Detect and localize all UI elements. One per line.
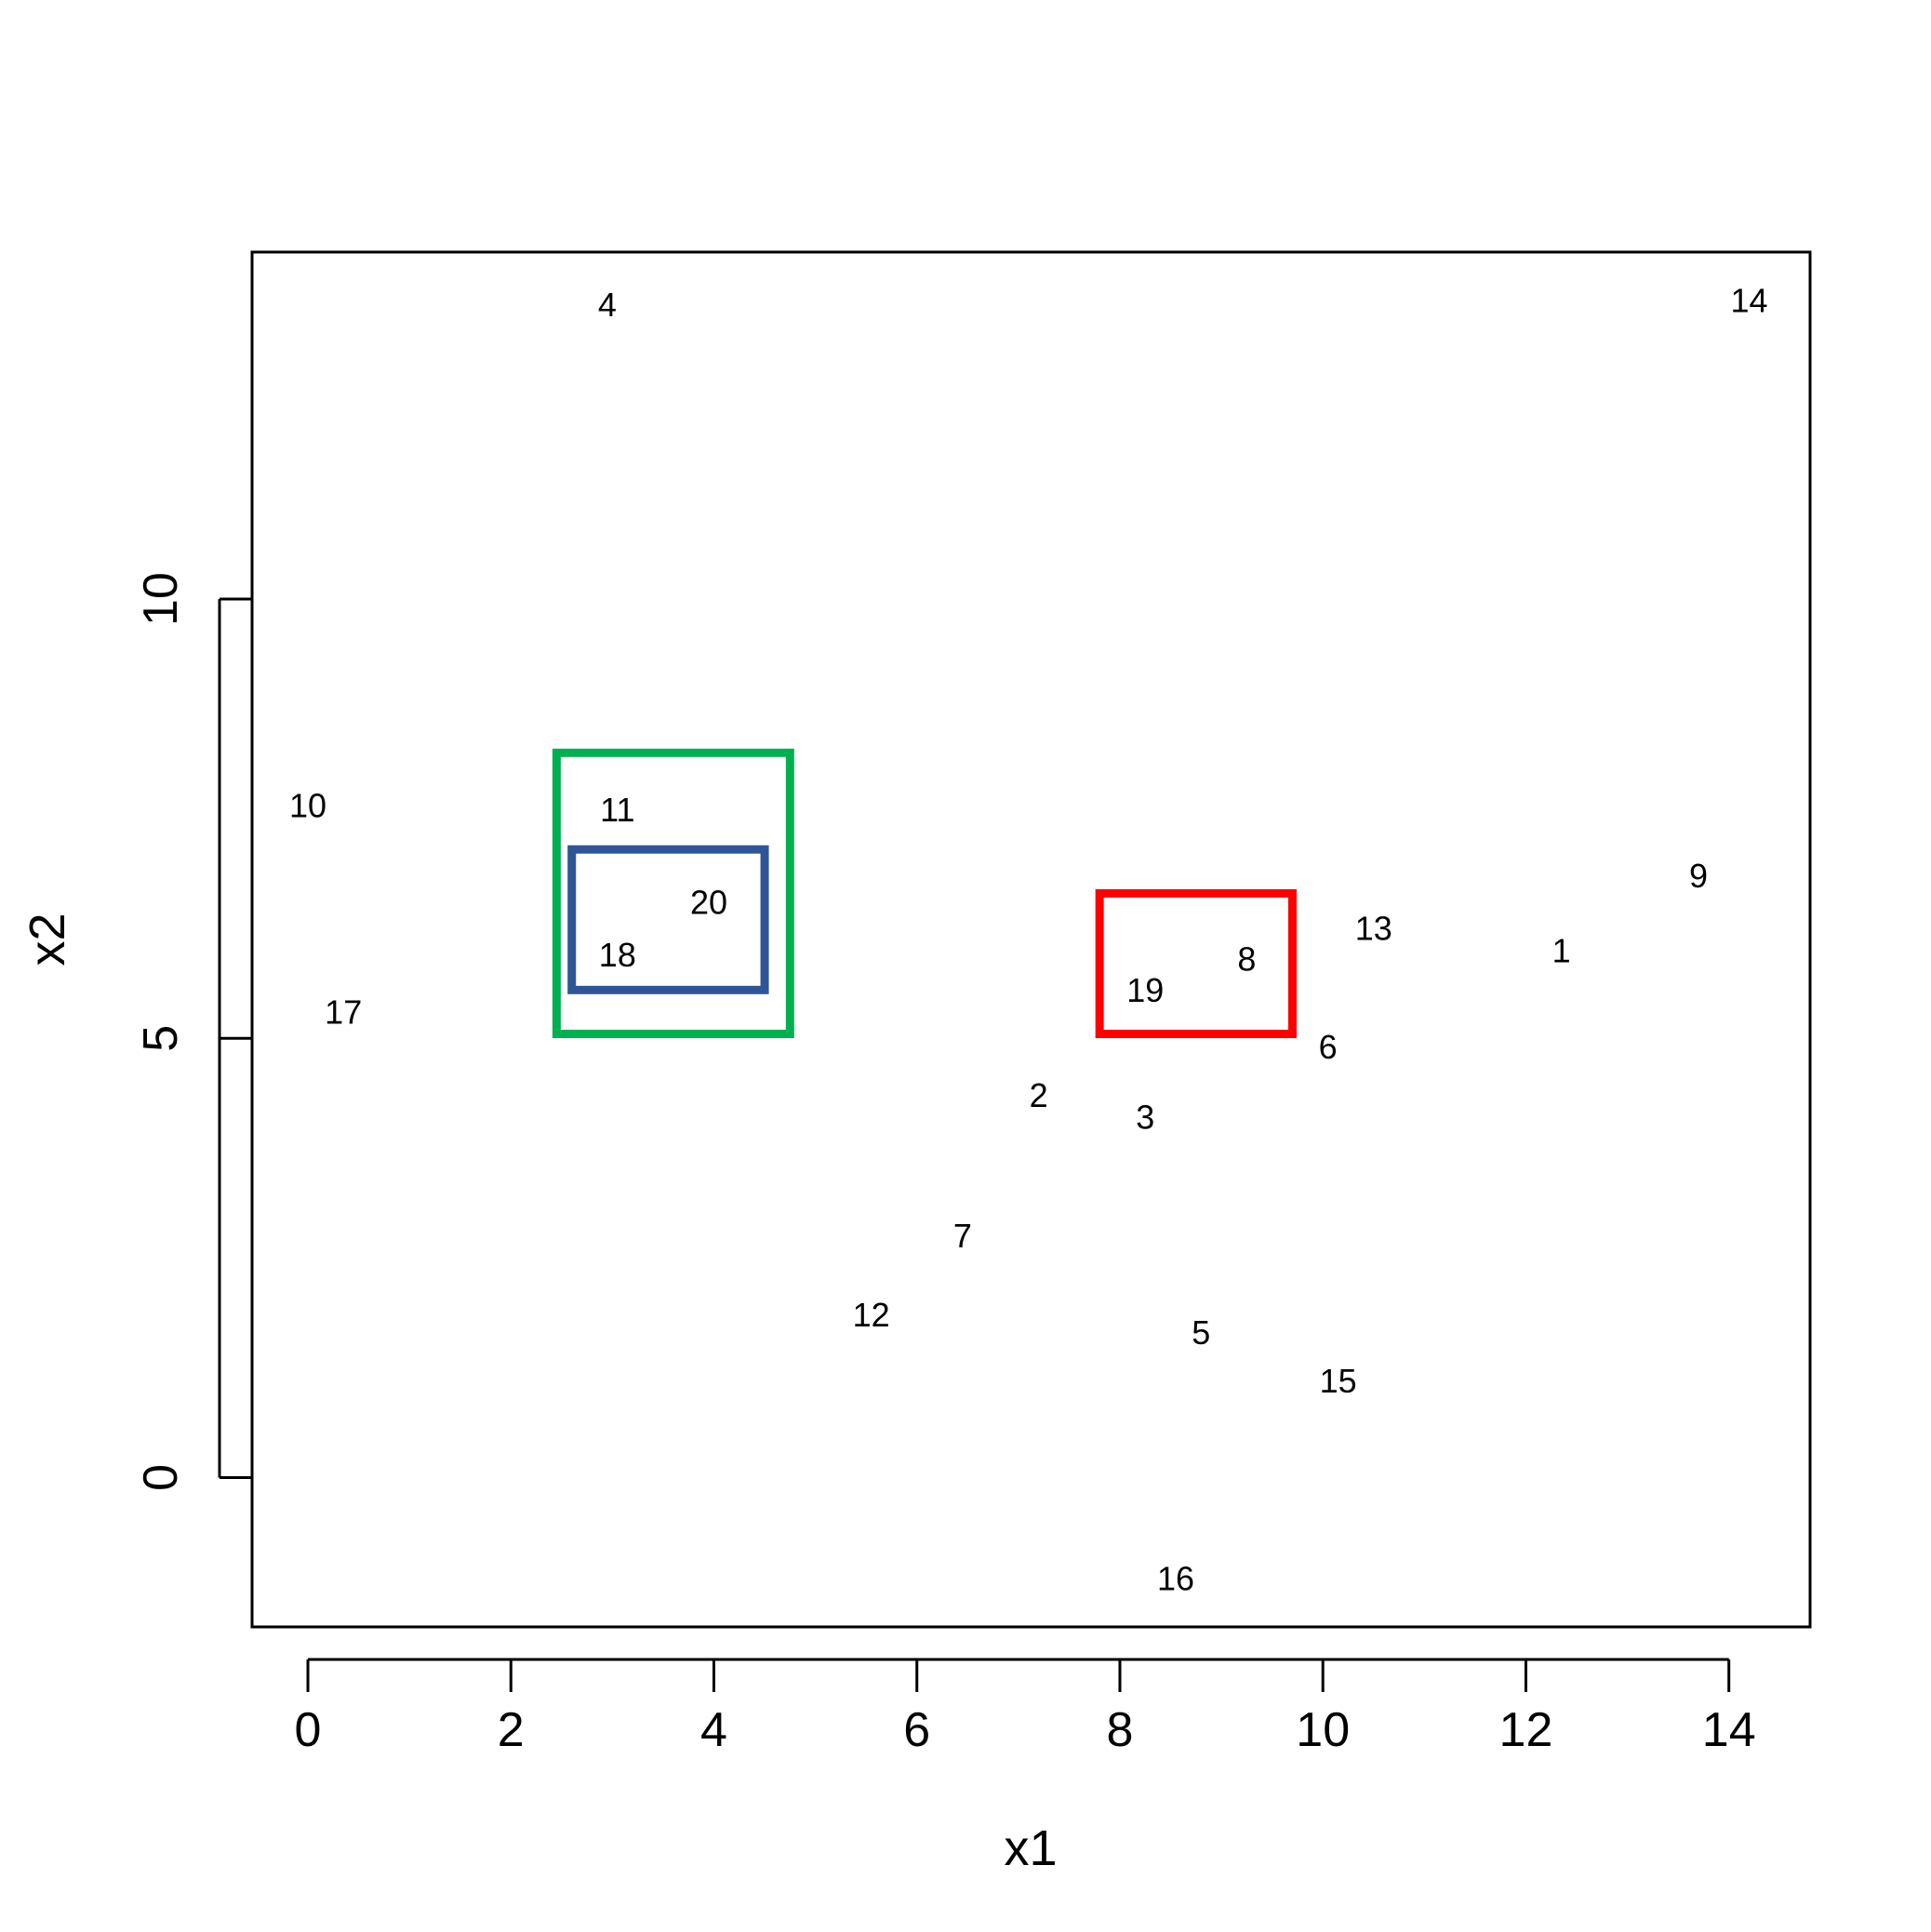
point-label-15: 15 — [1320, 1362, 1357, 1400]
x-axis: 0 2 4 6 8 10 12 14 — [295, 1658, 1756, 1757]
highlight-boxes — [552, 748, 1297, 1039]
point-label-7: 7 — [953, 1217, 972, 1255]
point-label-10: 10 — [289, 786, 326, 824]
x-tick-label: 12 — [1499, 1703, 1553, 1757]
blue-box — [567, 845, 769, 994]
x-tick-label: 14 — [1702, 1703, 1756, 1757]
point-label-2: 2 — [1030, 1076, 1048, 1114]
point-label-9: 9 — [1689, 857, 1708, 895]
point-label-8: 8 — [1237, 940, 1256, 979]
plot-frame — [250, 250, 1812, 1629]
point-label-13: 13 — [1355, 910, 1392, 948]
green-box — [552, 748, 794, 1039]
y-axis-title: x2 — [20, 913, 75, 966]
point-label-17: 17 — [325, 993, 362, 1031]
point-label-11: 11 — [600, 791, 634, 829]
y-tick-label: 10 — [134, 572, 188, 626]
point-label-6: 6 — [1319, 1028, 1338, 1066]
point-label-12: 12 — [853, 1296, 890, 1334]
y-tick-label: 0 — [134, 1464, 188, 1491]
point-label-1: 1 — [1552, 931, 1571, 969]
red-box — [1095, 888, 1297, 1039]
y-tick-label: 5 — [134, 1025, 188, 1052]
point-label-14: 14 — [1731, 281, 1768, 319]
point-label-20: 20 — [690, 883, 727, 921]
x-tick-label: 4 — [700, 1703, 727, 1757]
x-axis-title: x1 — [1004, 1820, 1057, 1876]
point-label-3: 3 — [1136, 1099, 1154, 1137]
x-tick-label: 2 — [498, 1703, 525, 1757]
x-tick-label: 0 — [295, 1703, 322, 1757]
point-label-5: 5 — [1192, 1313, 1210, 1352]
point-label-4: 4 — [598, 286, 617, 324]
point-label-19: 19 — [1126, 971, 1164, 1009]
point-label-18: 18 — [599, 936, 636, 974]
y-axis: 0 5 10 — [134, 572, 252, 1491]
point-label-16: 16 — [1157, 1560, 1194, 1598]
x-tick-label: 8 — [1107, 1703, 1134, 1757]
x-tick-label: 6 — [903, 1703, 930, 1757]
x-tick-label: 10 — [1296, 1703, 1350, 1757]
